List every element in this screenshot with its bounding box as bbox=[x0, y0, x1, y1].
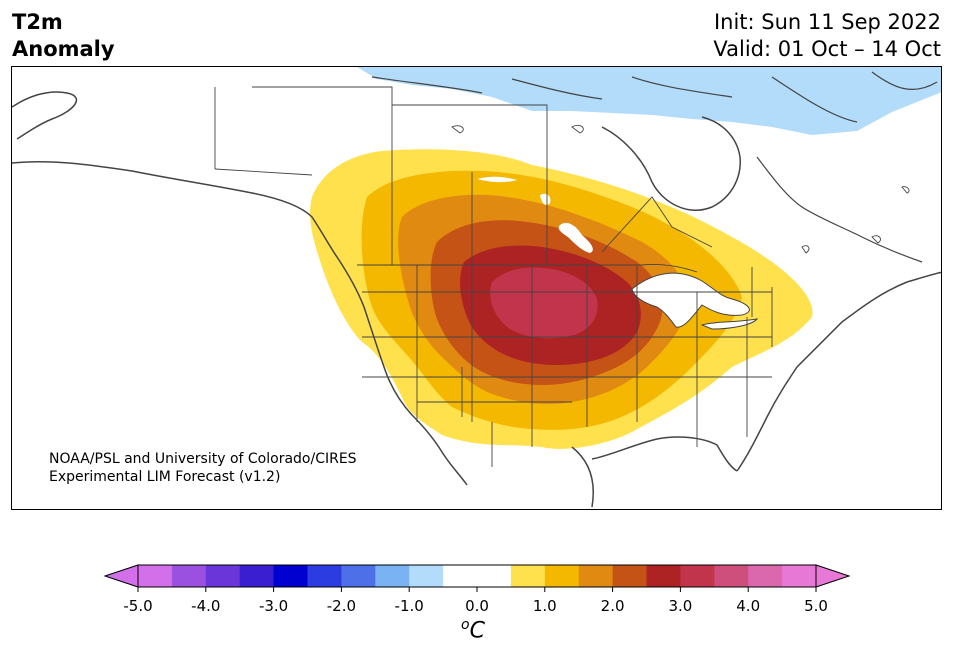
anomaly-6c bbox=[490, 267, 598, 339]
title-line-2: Anomaly bbox=[12, 37, 115, 61]
colorbar-tick-label: 4.0 bbox=[736, 597, 760, 615]
colorbar-unit: oC bbox=[461, 617, 485, 643]
colorbar-tick-label: 1.0 bbox=[533, 597, 557, 615]
hudson-bay-coastline bbox=[601, 116, 741, 211]
colorbar-tick-label: -5.0 bbox=[123, 597, 152, 615]
colorbar-cell bbox=[646, 565, 681, 587]
colorbar-cell bbox=[307, 565, 342, 587]
arctic-islands-coastline bbox=[371, 71, 938, 123]
colorbar-cell bbox=[612, 565, 647, 587]
colorbar-cell bbox=[680, 565, 715, 587]
colorbar-tick-label: -2.0 bbox=[327, 597, 356, 615]
colorbar-tick-label: 2.0 bbox=[601, 597, 625, 615]
colorbar-cell bbox=[748, 565, 783, 587]
map-title: T2m Anomaly bbox=[12, 9, 115, 63]
lake-winnipeg bbox=[558, 222, 593, 253]
colorbar-cell bbox=[171, 565, 207, 587]
init-date: Init: Sun 11 Sep 2022 bbox=[713, 10, 941, 34]
credit-text: NOAA/PSL and University of Colorado/CIRE… bbox=[49, 450, 357, 486]
credit-line-1: NOAA/PSL and University of Colorado/CIRE… bbox=[49, 451, 357, 467]
borders bbox=[214, 86, 773, 467]
great-lakes bbox=[631, 272, 759, 330]
unit-degree: o bbox=[461, 617, 470, 633]
colorbar-cell bbox=[239, 565, 275, 587]
colorbar-cell bbox=[510, 565, 546, 587]
colorbar-tick-label: 3.0 bbox=[668, 597, 692, 615]
unit-letter: C bbox=[469, 618, 485, 644]
colorbar-cell bbox=[273, 565, 308, 587]
colorbar-cell bbox=[714, 565, 749, 587]
colorbar-tick-label: 5.0 bbox=[804, 597, 828, 615]
colorbar-cell bbox=[782, 565, 817, 587]
colorbar-tick-label: -4.0 bbox=[191, 597, 220, 615]
islands bbox=[451, 124, 910, 254]
lake-manitoba bbox=[540, 193, 551, 205]
colorbar-cell bbox=[578, 565, 614, 587]
colorbar-min-arrow bbox=[103, 564, 139, 588]
colorbar-cell bbox=[375, 565, 410, 587]
credit-line-2: Experimental LIM Forecast (v1.2) bbox=[49, 469, 281, 485]
colorbar-tick-label: -1.0 bbox=[395, 597, 424, 615]
colorbar-cells bbox=[138, 565, 817, 587]
anomaly-map bbox=[11, 66, 942, 510]
cold-anomaly-region bbox=[357, 67, 941, 135]
east-coastline bbox=[736, 271, 941, 472]
colorbar-cell bbox=[205, 565, 241, 587]
labrador-coastline bbox=[756, 156, 923, 263]
lake-athabasca bbox=[477, 176, 517, 183]
alaska-coastline bbox=[12, 91, 78, 140]
colorbar-ticks: -5.0 -4.0 -3.0 -2.0 -1.0 0.0 1.0 2.0 3.0 4.0 5.0 bbox=[123, 587, 828, 615]
colorbar-cell bbox=[443, 565, 478, 587]
colorbar-cell bbox=[409, 565, 444, 587]
colorbar-cell bbox=[477, 565, 512, 587]
title-line-1: T2m bbox=[12, 10, 63, 34]
valid-date: Valid: 01 Oct – 14 Oct bbox=[713, 37, 941, 61]
colorbar-max-arrow bbox=[815, 564, 851, 588]
west-coastline bbox=[12, 160, 468, 486]
map-canvas bbox=[12, 67, 941, 508]
gulf-coastline bbox=[571, 436, 738, 508]
colorbar: -5.0 -4.0 -3.0 -2.0 -1.0 0.0 1.0 2.0 3.0 4.0 5.0 bbox=[103, 564, 851, 615]
forecast-dates: Init: Sun 11 Sep 2022 Valid: 01 Oct – 14… bbox=[713, 9, 941, 63]
colorbar-cell bbox=[138, 565, 173, 587]
colorbar-tick-label: -3.0 bbox=[259, 597, 288, 615]
colorbar-tick-label: 0.0 bbox=[465, 597, 489, 615]
colorbar-cell bbox=[341, 565, 376, 587]
colorbar-cell bbox=[544, 565, 580, 587]
